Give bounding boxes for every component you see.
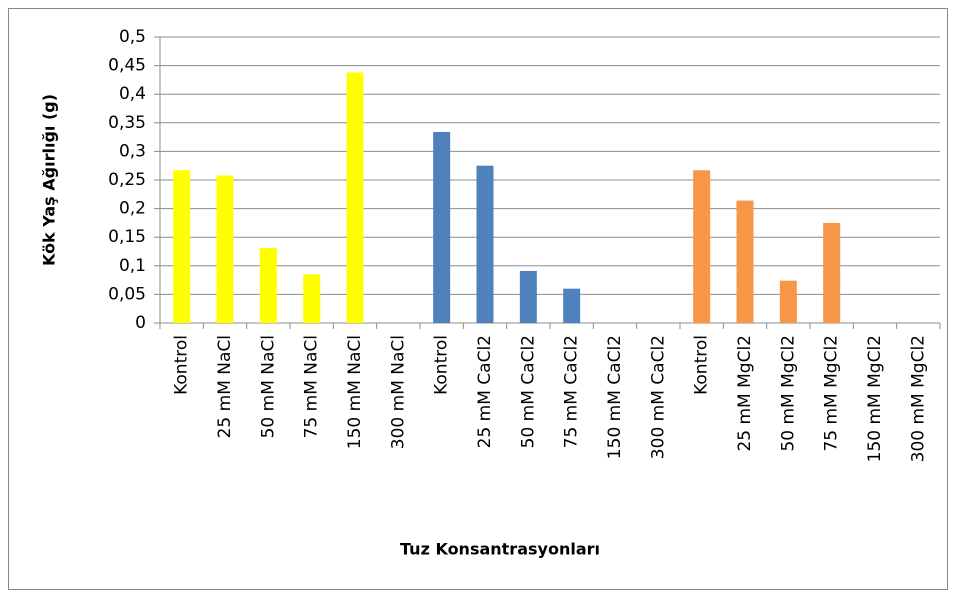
bar [736,200,754,323]
bar [779,280,797,323]
x-tick-label: 50 mM NaCl [258,335,278,438]
y-tick-label: 0,05 [108,284,146,304]
x-tick-label: 150 mM CaCl2 [605,335,625,459]
x-tick-label: Kontrol [432,335,452,395]
bar [173,170,191,323]
bar [519,270,537,323]
y-tick-label: 0,2 [119,199,146,219]
y-tick-label: 0,35 [108,113,146,133]
x-tick-label: 300 mM CaCl2 [648,335,668,459]
bar [693,170,711,323]
bar [433,131,451,323]
bar [216,175,234,323]
x-tick-label: 300 mM MgCl2 [908,335,928,462]
y-tick-label: 0,5 [119,27,146,47]
x-tick-label: 25 mM CaCl2 [475,335,495,448]
x-tick-label: 50 mM CaCl2 [518,335,538,448]
x-tick-label: 75 mM NaCl [302,335,322,438]
x-tick-label: 150 mM MgCl2 [865,335,885,462]
bar [563,288,581,323]
bar [259,248,277,323]
y-tick-label: 0,25 [108,170,146,190]
y-tick-label: 0,3 [119,141,146,161]
x-tick-label: 25 mM MgCl2 [735,335,755,452]
bar [476,165,494,323]
bar [303,274,321,323]
x-tick-label: 50 mM MgCl2 [778,335,798,452]
x-tick-label: 75 mM MgCl2 [822,335,842,452]
y-tick-label: 0,1 [119,256,146,276]
y-tick-label: 0 [135,313,146,333]
bar [346,72,364,324]
x-tick-label: 75 mM CaCl2 [562,335,582,448]
x-tick-label: 300 mM NaCl [388,335,408,449]
y-tick-label: 0,15 [108,227,146,247]
x-axis-title: Tuz Konsantrasyonları [400,540,600,559]
x-tick-label: Kontrol [172,335,192,395]
x-tick-label: 25 mM NaCl [215,335,235,438]
bar [823,222,841,323]
y-tick-label: 0,45 [108,56,146,76]
y-axis-title: Kök Yaş Ağırlığı (g) [40,94,59,266]
x-tick-label: Kontrol [692,335,712,395]
x-tick-label: 150 mM NaCl [345,335,365,449]
y-tick-label: 0,4 [119,84,146,104]
